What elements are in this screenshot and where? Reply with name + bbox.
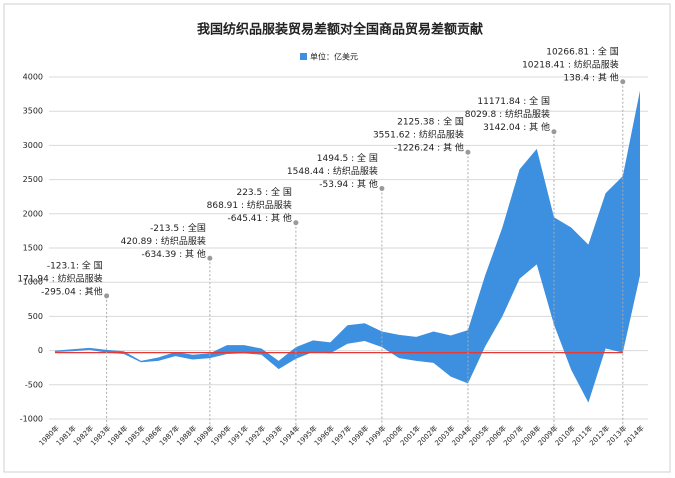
- annotation-text: 171.94 : 纺织品服装: [17, 272, 102, 284]
- annotation-text: 2125.38 : 全 国: [397, 116, 464, 128]
- y-tick-label: 2000: [23, 209, 43, 218]
- y-tick-label: -500: [25, 380, 43, 389]
- legend-label: 单位：亿美元: [310, 52, 358, 62]
- annotation-dot: [551, 129, 557, 135]
- legend-swatch: [300, 53, 307, 60]
- y-tick-label: 1000: [23, 278, 43, 287]
- annotation-text: -645.41 : 其 他: [228, 212, 292, 224]
- annotation-text: 868.91 : 纺织品服装: [207, 199, 292, 211]
- annotation-text: 223.5 : 全 国: [236, 186, 291, 198]
- y-tick-label: 0: [38, 346, 43, 355]
- annotation-text: 11171.84 : 全 国: [477, 95, 550, 107]
- annotation-text: -123.1: 全 国: [47, 259, 103, 271]
- annotation-text: 420.89 : 纺织品服装: [121, 235, 206, 247]
- annotation-text: -295.04 : 其他: [41, 285, 103, 297]
- y-tick-label: 2500: [23, 175, 43, 184]
- band-area: [55, 90, 640, 403]
- annotation-text: 3551.62 : 纺织品服装: [373, 129, 464, 141]
- annotation-text: 3142.04 : 其 他: [483, 121, 550, 133]
- annotation-text: -213.5 : 全国: [150, 222, 206, 234]
- annotation-dot: [465, 149, 471, 155]
- y-tick-label: 1500: [23, 244, 43, 253]
- y-tick-label: -1000: [20, 415, 43, 424]
- annotation-text: 1548.44 : 纺织品服装: [287, 165, 378, 177]
- annotation-text: -1226.24 : 其 他: [394, 142, 464, 154]
- annotation-text: 8029.8 : 纺织品服装: [465, 108, 550, 120]
- annotation-dot: [620, 79, 626, 85]
- annotation-dot: [293, 220, 299, 226]
- annotation-dot: [379, 185, 385, 191]
- chart-title: 我国纺织品服装贸易差额对全国商品贸易差额贡献: [197, 22, 483, 38]
- annotation-text: -634.39 : 其 他: [141, 248, 205, 260]
- annotation-dot: [207, 255, 213, 261]
- y-tick-label: 4000: [23, 73, 43, 82]
- annotation-text: 138.4 : 其 他: [563, 71, 618, 83]
- y-tick-label: 3000: [23, 141, 43, 150]
- annotation-dot: [104, 293, 110, 299]
- y-tick-label: 500: [28, 312, 43, 321]
- annotation-text: 10266.81 : 全 国: [546, 45, 619, 57]
- annotation-text: 1494.5 : 全 国: [317, 152, 378, 164]
- annotation-text: 10218.41 : 纺织品服装: [522, 58, 619, 70]
- y-tick-label: 3500: [23, 107, 43, 116]
- annotation-text: -53.94 : 其 他: [319, 178, 378, 190]
